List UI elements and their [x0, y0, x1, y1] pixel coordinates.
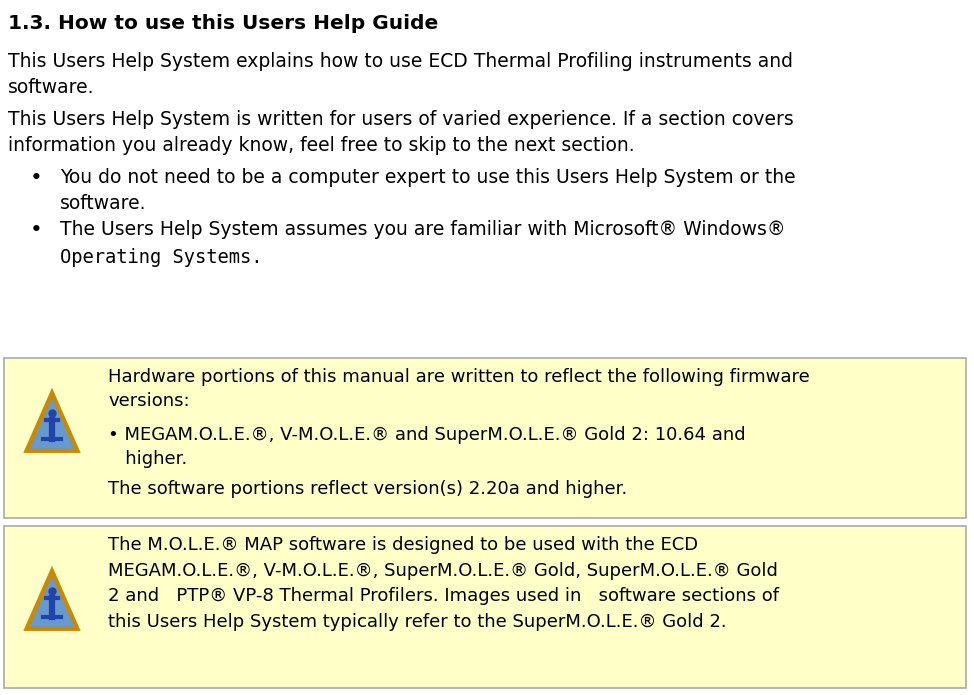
- Text: This Users Help System is written for users of varied experience. If a section c: This Users Help System is written for us…: [8, 110, 794, 155]
- Text: The Users Help System assumes you are familiar with Microsoft® Windows®: The Users Help System assumes you are fa…: [60, 220, 786, 239]
- Polygon shape: [26, 393, 78, 451]
- Text: The M.O.L.E.® MAP software is designed to be used with the ECD
MEGAM.O.L.E.®, V-: The M.O.L.E.® MAP software is designed t…: [108, 536, 779, 631]
- FancyBboxPatch shape: [4, 526, 966, 688]
- Text: Operating Systems.: Operating Systems.: [60, 248, 263, 267]
- Text: You do not need to be a computer expert to use this Users Help System or the
sof: You do not need to be a computer expert …: [60, 168, 796, 213]
- FancyBboxPatch shape: [4, 358, 966, 518]
- Text: • MEGAM.O.L.E.®, V-M.O.L.E.® and SuperM.O.L.E.® Gold 2: 10.64 and
   higher.: • MEGAM.O.L.E.®, V-M.O.L.E.® and SuperM.…: [108, 426, 746, 468]
- Text: Hardware portions of this manual are written to reflect the following firmware
v: Hardware portions of this manual are wri…: [108, 368, 809, 410]
- Text: This Users Help System explains how to use ECD Thermal Profiling instruments and: This Users Help System explains how to u…: [8, 52, 793, 97]
- Polygon shape: [26, 571, 78, 629]
- Text: •: •: [29, 220, 43, 240]
- Text: 1.3. How to use this Users Help Guide: 1.3. How to use this Users Help Guide: [8, 14, 438, 33]
- Text: The software portions reflect version(s) 2.20a and higher.: The software portions reflect version(s)…: [108, 480, 627, 498]
- Text: •: •: [29, 168, 43, 188]
